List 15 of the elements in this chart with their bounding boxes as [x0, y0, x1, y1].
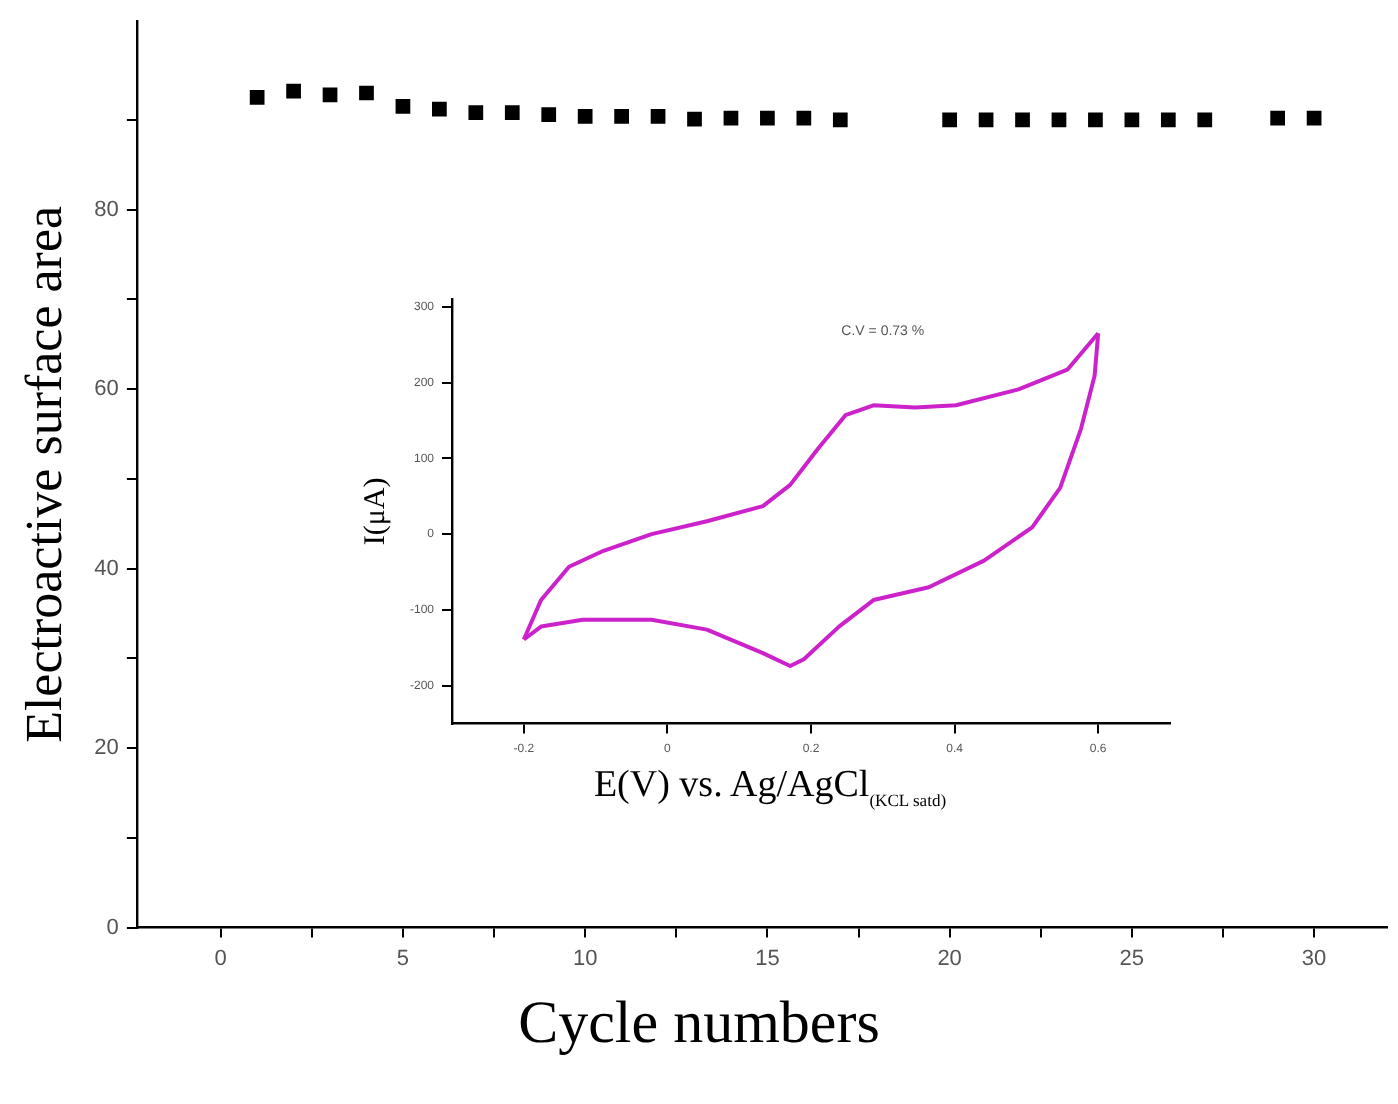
- y-axis-title: Electroactive surface area: [14, 205, 73, 743]
- y-tick-label: 0: [106, 915, 119, 940]
- x-axis-title: E(V) vs. Ag/AgCl$_{(KCL satd)}$: [591, 764, 949, 810]
- x-tick-label: 30: [1301, 946, 1327, 971]
- x-tick-label: 10: [572, 946, 598, 971]
- x-tick-label: 25: [1119, 946, 1145, 971]
- x-tick-label: 20: [937, 946, 962, 971]
- y-tick-label: 80: [94, 197, 119, 222]
- y-tick-label: 60: [94, 377, 119, 402]
- x-tick-label: 15: [755, 946, 780, 971]
- x-tick-label: 0: [214, 946, 227, 971]
- y-axis-title: I(μA): [359, 477, 392, 546]
- y-tick-label: 40: [94, 556, 119, 581]
- x-axis-title: Cycle numbers: [516, 990, 882, 1058]
- x-tick-label: 5: [396, 946, 410, 971]
